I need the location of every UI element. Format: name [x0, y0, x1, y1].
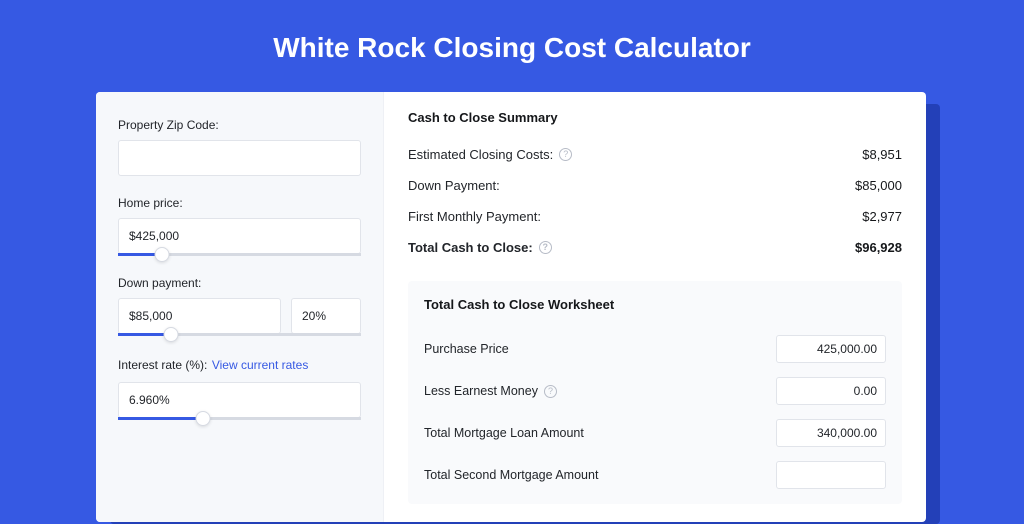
down-payment-input[interactable]	[118, 298, 281, 334]
worksheet-input[interactable]	[776, 461, 886, 489]
down-payment-field: Down payment:	[118, 276, 361, 336]
worksheet-label-text: Total Second Mortgage Amount	[424, 468, 598, 482]
interest-rate-label: Interest rate (%):	[118, 358, 207, 372]
worksheet-label-text: Less Earnest Money	[424, 384, 538, 398]
summary-value: $2,977	[862, 209, 902, 224]
inputs-panel: Property Zip Code: Home price: Down paym…	[96, 92, 384, 522]
summary-value: $96,928	[855, 240, 902, 255]
worksheet-section: Total Cash to Close Worksheet Purchase P…	[408, 281, 902, 504]
worksheet-input[interactable]	[776, 335, 886, 363]
interest-rate-field: Interest rate (%): View current rates	[118, 356, 361, 420]
summary-label-text: Estimated Closing Costs:	[408, 147, 553, 162]
summary-label-text: Total Cash to Close:	[408, 240, 533, 255]
home-price-slider[interactable]	[118, 253, 361, 256]
worksheet-row-purchase-price: Purchase Price	[424, 328, 886, 370]
interest-rate-slider[interactable]	[118, 417, 361, 420]
summary-row-down-payment: Down Payment: $85,000	[408, 170, 902, 201]
interest-rate-slider-fill	[118, 417, 203, 420]
zip-field: Property Zip Code:	[118, 118, 361, 176]
summary-value: $85,000	[855, 178, 902, 193]
page-title: White Rock Closing Cost Calculator	[0, 0, 1024, 88]
view-rates-link[interactable]: View current rates	[212, 358, 309, 372]
worksheet-input[interactable]	[776, 377, 886, 405]
interest-rate-slider-thumb[interactable]	[196, 411, 211, 426]
home-price-slider-thumb[interactable]	[154, 247, 169, 262]
worksheet-row-earnest-money: Less Earnest Money ?	[424, 370, 886, 412]
summary-row-total-cash: Total Cash to Close: ? $96,928	[408, 232, 902, 263]
home-price-input[interactable]	[118, 218, 361, 254]
down-payment-slider[interactable]	[118, 333, 361, 336]
down-payment-label: Down payment:	[118, 276, 361, 290]
worksheet-input[interactable]	[776, 419, 886, 447]
summary-row-closing-costs: Estimated Closing Costs: ? $8,951	[408, 139, 902, 170]
summary-value: $8,951	[862, 147, 902, 162]
summary-label-text: Down Payment:	[408, 178, 500, 193]
help-icon[interactable]: ?	[539, 241, 552, 254]
worksheet-title: Total Cash to Close Worksheet	[424, 297, 886, 312]
down-payment-pct-input[interactable]	[291, 298, 361, 334]
summary-label-text: First Monthly Payment:	[408, 209, 541, 224]
help-icon[interactable]: ?	[559, 148, 572, 161]
zip-label: Property Zip Code:	[118, 118, 361, 132]
worksheet-row-second-mortgage: Total Second Mortgage Amount	[424, 454, 886, 496]
worksheet-label-text: Purchase Price	[424, 342, 509, 356]
home-price-field: Home price:	[118, 196, 361, 256]
down-payment-slider-thumb[interactable]	[164, 327, 179, 342]
home-price-label: Home price:	[118, 196, 361, 210]
results-panel: Cash to Close Summary Estimated Closing …	[384, 92, 926, 522]
interest-rate-input[interactable]	[118, 382, 361, 418]
summary-title: Cash to Close Summary	[408, 110, 902, 125]
summary-section: Cash to Close Summary Estimated Closing …	[408, 110, 902, 263]
calculator-card: Property Zip Code: Home price: Down paym…	[96, 92, 926, 522]
help-icon[interactable]: ?	[544, 385, 557, 398]
worksheet-row-loan-amount: Total Mortgage Loan Amount	[424, 412, 886, 454]
summary-row-first-payment: First Monthly Payment: $2,977	[408, 201, 902, 232]
worksheet-label-text: Total Mortgage Loan Amount	[424, 426, 584, 440]
zip-input[interactable]	[118, 140, 361, 176]
